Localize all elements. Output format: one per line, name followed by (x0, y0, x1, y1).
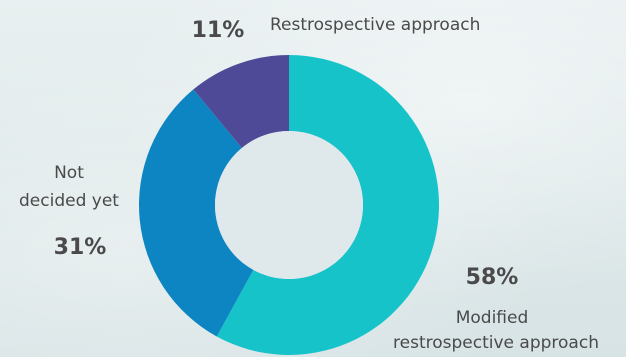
label-modified-line2: restrospective approach (393, 333, 599, 353)
donut-slices (138, 55, 439, 355)
percent-label-restrospective: 11% (192, 18, 245, 43)
percent-label-modified: 58% (466, 265, 519, 290)
label-restrospective: Restrospective approach (270, 15, 480, 35)
label-not-decided-line2: decided yet (19, 191, 119, 211)
slice-modified-restrospective (216, 55, 439, 355)
slice-restrospective (193, 55, 289, 148)
label-not-decided-line1: Not (54, 163, 84, 183)
donut-hole (215, 131, 363, 279)
percent-label-not-decided: 31% (54, 235, 107, 260)
label-modified-line1: Modified (456, 308, 529, 328)
slice-not-decided (138, 89, 254, 337)
